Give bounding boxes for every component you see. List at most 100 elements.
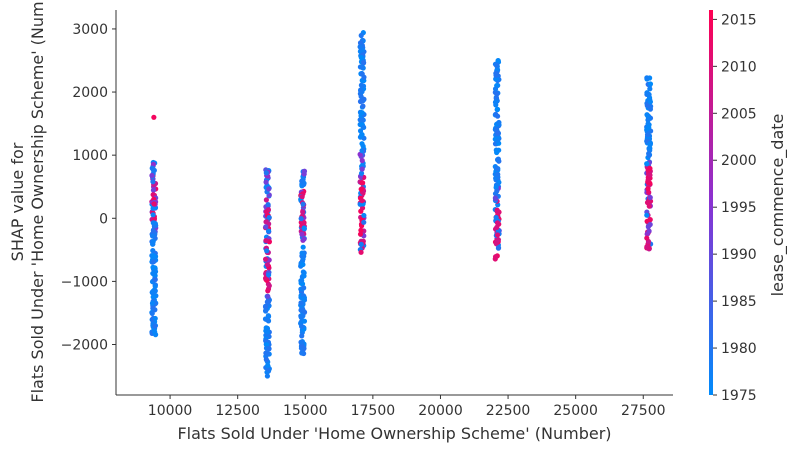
data-point [300, 261, 306, 268]
data-point [494, 149, 500, 156]
data-point [494, 130, 501, 136]
data-point [263, 238, 269, 244]
data-point [150, 212, 156, 218]
data-point [359, 166, 365, 172]
data-point [264, 350, 270, 356]
data-point [647, 81, 654, 87]
data-point [360, 180, 366, 186]
colorbar-tick-label: 2000 [721, 153, 757, 169]
y-tick-label: −2000 [61, 338, 108, 354]
data-point [647, 165, 653, 172]
data-point [266, 214, 272, 221]
data-point [357, 231, 364, 237]
data-point [495, 237, 502, 243]
data-point [644, 235, 650, 241]
data-point [265, 329, 271, 335]
data-point [494, 66, 500, 72]
data-point [151, 259, 157, 265]
data-point [358, 241, 364, 247]
data-point [150, 187, 157, 193]
y-tick-label: 3000 [72, 22, 108, 38]
data-point [266, 346, 272, 352]
data-point [494, 209, 500, 215]
y-axis-label-line-2: Flats Sold Under 'Home Ownership Scheme'… [28, 1, 47, 402]
data-point [263, 307, 269, 314]
data-point [358, 82, 364, 88]
data-point [646, 203, 652, 209]
data-point [300, 177, 306, 183]
data-point [358, 55, 364, 61]
data-point [359, 132, 365, 138]
data-point [492, 254, 499, 260]
x-tick-label: 17500 [351, 403, 396, 419]
data-point [263, 170, 269, 176]
data-point [301, 318, 308, 324]
data-point [647, 216, 653, 223]
data-point [357, 128, 364, 134]
data-point [151, 114, 157, 120]
data-point [300, 251, 306, 257]
data-point [358, 170, 365, 176]
colorbar-tick-label: 2010 [721, 59, 757, 75]
x-tick-label: 27500 [621, 403, 666, 419]
data-points [149, 30, 654, 379]
data-point [301, 168, 308, 174]
data-point [359, 157, 365, 164]
data-point [358, 88, 364, 94]
data-point [494, 113, 501, 119]
data-point [357, 64, 364, 70]
data-point [494, 232, 501, 238]
data-point [264, 317, 270, 323]
data-point [300, 209, 306, 215]
data-point [495, 57, 501, 64]
data-point [264, 248, 270, 254]
data-point [493, 62, 500, 68]
data-point [152, 332, 159, 338]
data-point [149, 300, 156, 306]
data-point [358, 249, 364, 255]
colorbar-label: lease_commence_date [768, 114, 788, 297]
data-point [299, 277, 305, 284]
colorbar-tick-label: 1980 [721, 341, 757, 357]
data-point [492, 195, 498, 201]
data-point [494, 106, 501, 112]
data-point [263, 338, 269, 344]
data-point [494, 137, 501, 144]
data-point [300, 201, 306, 207]
y-tick-label: 2000 [72, 85, 108, 101]
colorbar-tick-label: 1975 [721, 388, 757, 404]
data-point [493, 214, 499, 221]
data-point [299, 333, 305, 339]
data-point [359, 141, 365, 147]
data-point [299, 339, 305, 345]
data-point [265, 293, 271, 299]
data-point [645, 177, 651, 183]
colorbar-tick-label: 1995 [721, 200, 757, 216]
data-point [357, 117, 363, 123]
x-tick-label: 10000 [148, 403, 193, 419]
data-point [492, 191, 499, 197]
data-point [644, 112, 650, 118]
x-ticks: 10000 12500 15000 17500 20000 22500 25000 27500 [148, 395, 666, 419]
data-point [647, 140, 654, 147]
y-tick-label: −1000 [61, 274, 108, 290]
data-point [358, 227, 364, 233]
data-point [151, 220, 158, 226]
data-point [152, 283, 158, 290]
colorbar-tick-label: 1985 [721, 294, 757, 310]
data-point [359, 198, 365, 204]
colorbar-ticks: 1975 1980 1985 1990 1995 2000 2005 2010 2015 [713, 12, 757, 404]
x-tick-label: 22500 [486, 403, 531, 419]
data-point [150, 241, 156, 247]
data-point [299, 193, 305, 200]
data-point [361, 60, 367, 66]
data-point [298, 300, 304, 306]
data-point [495, 156, 501, 162]
data-point [494, 91, 500, 97]
data-point [263, 224, 269, 230]
colorbar [709, 10, 713, 395]
data-point [644, 161, 650, 167]
data-point [298, 314, 304, 321]
axes [115, 10, 673, 396]
